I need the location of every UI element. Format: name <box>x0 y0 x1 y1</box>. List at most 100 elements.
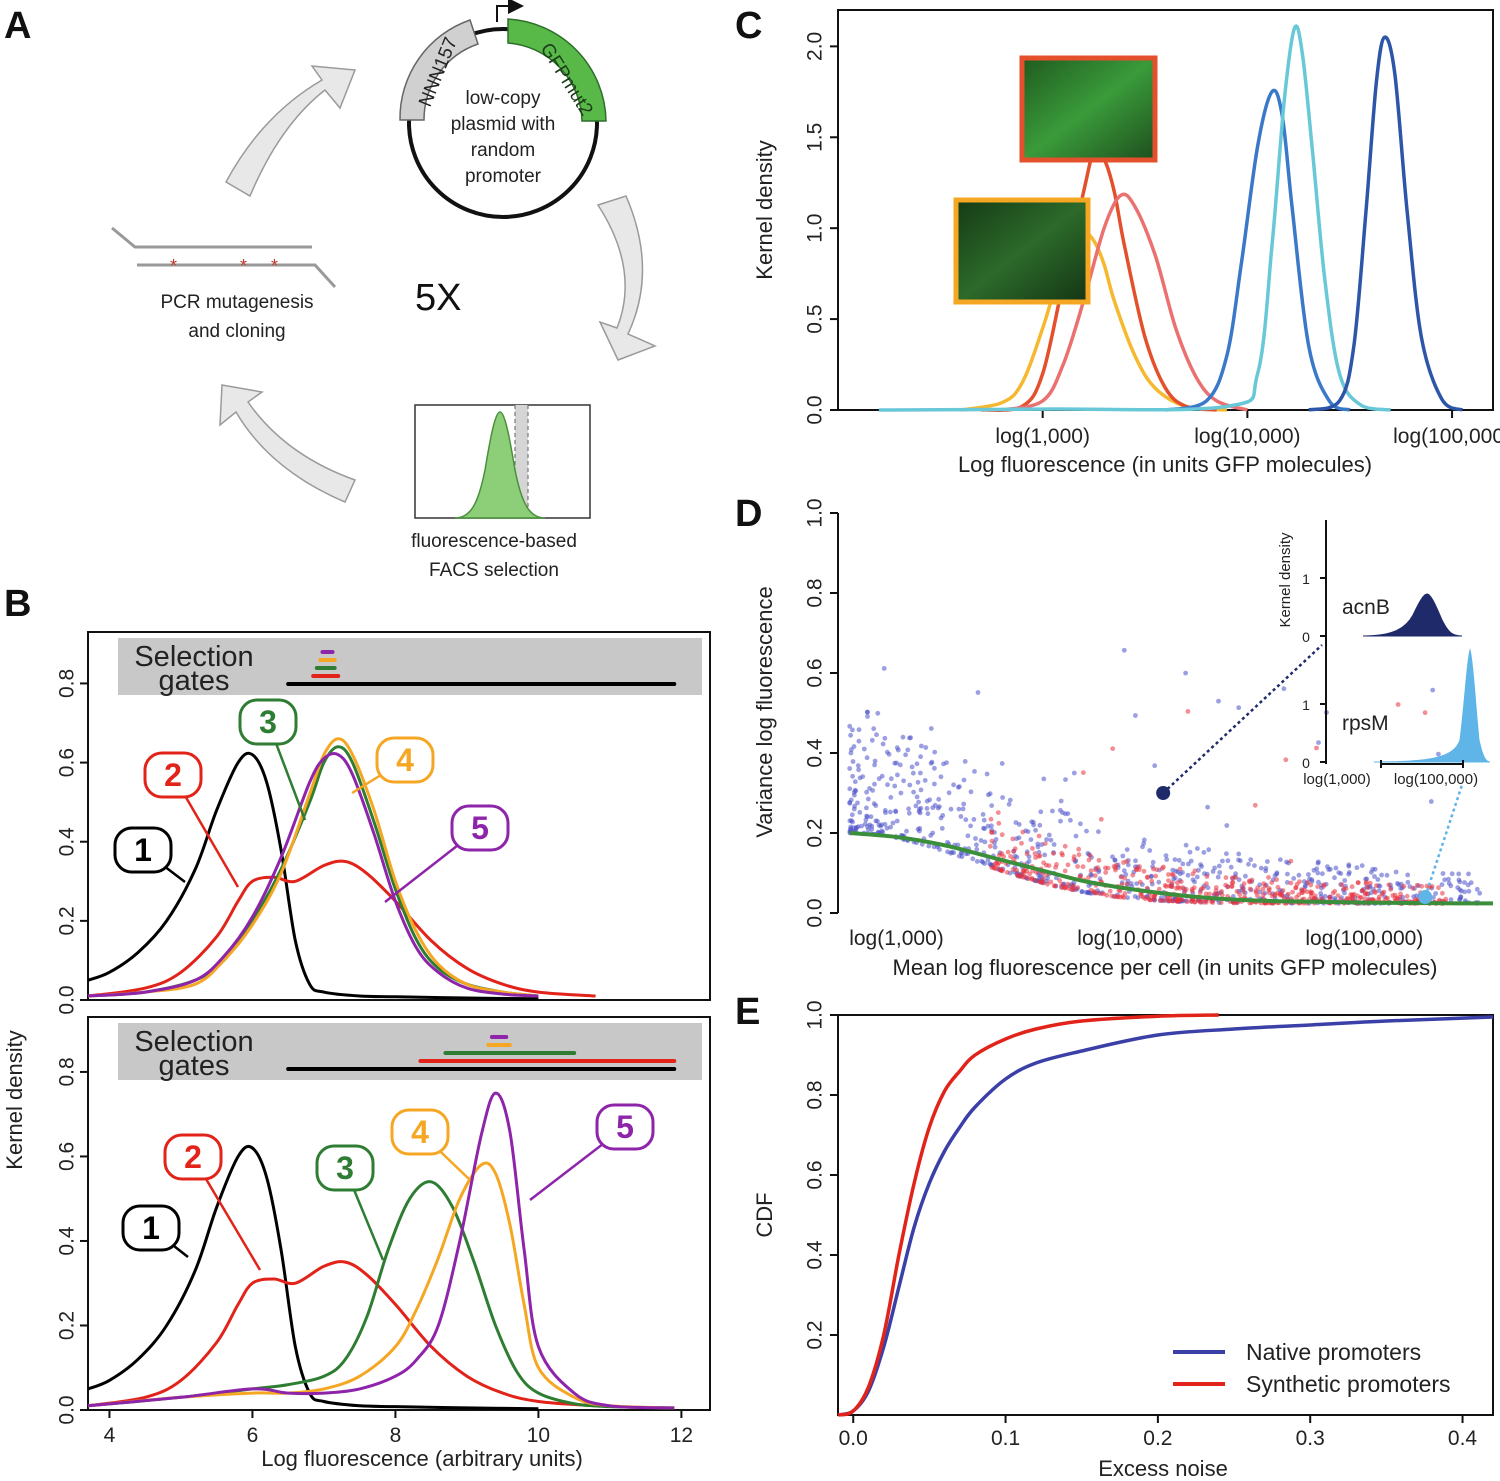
synthetic-point <box>1247 879 1252 885</box>
synthetic-point <box>1414 882 1420 888</box>
native-point <box>910 770 916 776</box>
synthetic-point <box>1118 894 1123 900</box>
synthetic-point <box>1274 877 1279 882</box>
callout-label-5: 5 <box>616 1109 634 1145</box>
synthetic-point <box>1059 850 1065 856</box>
facs-text-2: FACS selection <box>429 560 559 581</box>
native-point <box>946 790 952 796</box>
native-point <box>1405 872 1411 878</box>
synthetic-point <box>1124 859 1129 864</box>
native-point <box>971 817 977 822</box>
native-point <box>1311 867 1317 873</box>
synthetic-point <box>1296 892 1302 898</box>
native-point <box>1315 870 1321 876</box>
inset-label-acnb: acnB <box>1342 596 1390 619</box>
native-point <box>881 666 887 671</box>
callout-bubble-3 <box>238 698 298 746</box>
native-point <box>864 805 869 811</box>
x-tick-label: 0.2 <box>1143 1427 1172 1450</box>
native-point <box>1285 871 1290 877</box>
native-point <box>932 781 937 787</box>
synthetic-point <box>1122 875 1127 881</box>
native-point <box>992 844 998 850</box>
synthetic-point <box>1030 846 1035 851</box>
native-point <box>932 749 938 755</box>
native-point <box>1112 857 1118 863</box>
synthetic-point <box>995 810 1001 815</box>
synthetic-point <box>1076 852 1082 858</box>
native-point <box>1446 880 1452 886</box>
native-point <box>856 727 862 733</box>
synthetic-point <box>1051 883 1057 889</box>
synthetic-point <box>1037 853 1043 859</box>
synthetic-point <box>1041 860 1046 866</box>
native-point <box>1150 859 1156 865</box>
native-point <box>850 727 855 733</box>
native-point <box>1016 822 1022 827</box>
synthetic-point <box>1065 881 1071 887</box>
native-point <box>1296 872 1302 878</box>
synthetic-point <box>1016 872 1022 878</box>
native-point <box>1474 886 1480 892</box>
synthetic-point <box>1223 875 1229 880</box>
cycle-arrow-bottom-left-icon <box>219 384 357 503</box>
synthetic-point <box>1048 879 1054 885</box>
density-line-3 <box>87 1180 675 1410</box>
panel-d-ylabel: Variance log fluorescence <box>752 586 777 838</box>
native-point <box>968 789 974 795</box>
synthetic-point <box>1252 802 1258 808</box>
native-point <box>1147 848 1153 853</box>
synthetic-point <box>1040 880 1046 886</box>
plot-frame <box>87 1016 711 1411</box>
native-point <box>1333 865 1339 871</box>
panel-c-xlabel: Log fluorescence (in units GFP molecules… <box>958 452 1372 477</box>
native-point <box>1172 857 1178 862</box>
native-point <box>937 847 942 852</box>
native-point <box>1457 887 1463 893</box>
native-point <box>918 754 923 760</box>
native-point <box>962 759 968 764</box>
native-point <box>932 765 937 771</box>
synthetic-point <box>1005 849 1011 855</box>
highlight-point-rpsM <box>1418 890 1433 904</box>
synthetic-point <box>1277 892 1283 898</box>
native-point <box>872 762 877 768</box>
y-tick-label: 0.8 <box>804 578 827 607</box>
native-point <box>855 763 861 768</box>
synthetic-point <box>1379 891 1385 897</box>
synthetic-point <box>1008 854 1013 859</box>
callout-bubble-2 <box>143 751 203 799</box>
synthetic-point <box>1117 888 1123 894</box>
synthetic-point <box>1190 871 1196 877</box>
native-point <box>885 782 890 788</box>
synthetic-point <box>1145 875 1150 880</box>
y-tick-label: 0.0 <box>804 898 827 927</box>
y-tick-label: 0.0 <box>56 985 79 1014</box>
native-point <box>1133 713 1138 718</box>
synthetic-point <box>1321 884 1326 889</box>
native-point <box>903 752 908 758</box>
native-point <box>961 801 967 807</box>
native-point <box>894 745 900 751</box>
native-point <box>882 808 888 813</box>
synthetic-point <box>1103 870 1109 875</box>
native-point <box>1243 873 1248 879</box>
native-point <box>989 823 994 829</box>
synthetic-point <box>1179 897 1185 903</box>
native-point <box>1278 857 1283 863</box>
native-point <box>970 856 976 862</box>
native-point <box>945 839 950 845</box>
synthetic-point <box>1075 885 1081 891</box>
panel-b-xlabel: Log fluorescence (arbitrary units) <box>261 1446 583 1471</box>
x-tick-label: 8 <box>390 1424 402 1447</box>
synthetic-point <box>1094 890 1099 896</box>
callout-label-1: 1 <box>142 1210 160 1246</box>
native-point <box>1046 832 1052 838</box>
native-point <box>1079 889 1085 895</box>
native-point <box>1170 867 1176 873</box>
x-tick-label: 12 <box>670 1424 693 1447</box>
micrograph-dim-image <box>953 197 1091 305</box>
synthetic-point <box>1036 833 1042 839</box>
